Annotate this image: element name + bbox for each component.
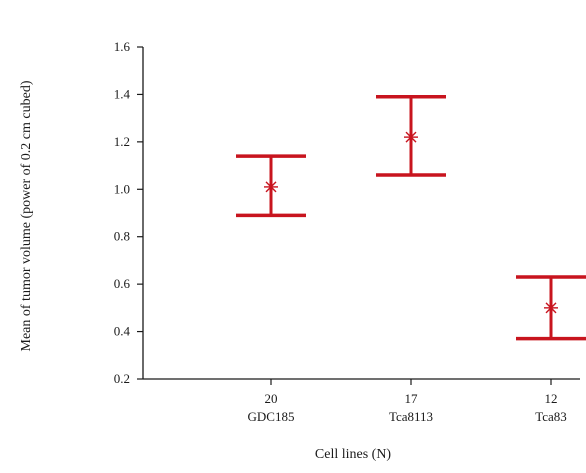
y-tick-label: 1.2	[114, 134, 130, 149]
x-tick-name-label: GDC185	[248, 409, 295, 424]
x-tick-count-label: 20	[265, 391, 278, 406]
y-tick-label: 0.2	[114, 371, 130, 386]
x-tick-count-label: 12	[545, 391, 558, 406]
error-bar-group	[516, 275, 586, 341]
y-ticks: 0.2 0.4 0.6 0.8 1.0 1.2 1.4 1.6	[114, 39, 143, 386]
error-bar-group	[236, 154, 306, 218]
x-axis-title: Cell lines (N)	[315, 447, 392, 462]
y-tick-label: 0.6	[114, 276, 131, 291]
x-tick-name-label: Tca83	[535, 409, 567, 424]
y-axis-title: Mean of tumor volume (power of 0.2 cm cu…	[19, 80, 34, 351]
y-tick-label: 1.4	[114, 86, 131, 101]
error-bar-group	[376, 95, 446, 177]
y-tick-label: 1.6	[114, 39, 131, 54]
axes	[142, 47, 580, 380]
x-tick-count-label: 17	[405, 391, 419, 406]
x-ticks: 20 GDC185 17 Tca8113 12 Tca83	[248, 379, 567, 424]
y-tick-label: 0.8	[114, 229, 130, 244]
x-tick-name-label: Tca8113	[389, 409, 433, 424]
error-bars	[236, 95, 586, 341]
y-tick-label: 0.4	[114, 324, 131, 339]
y-tick-label: 1.0	[114, 181, 130, 196]
